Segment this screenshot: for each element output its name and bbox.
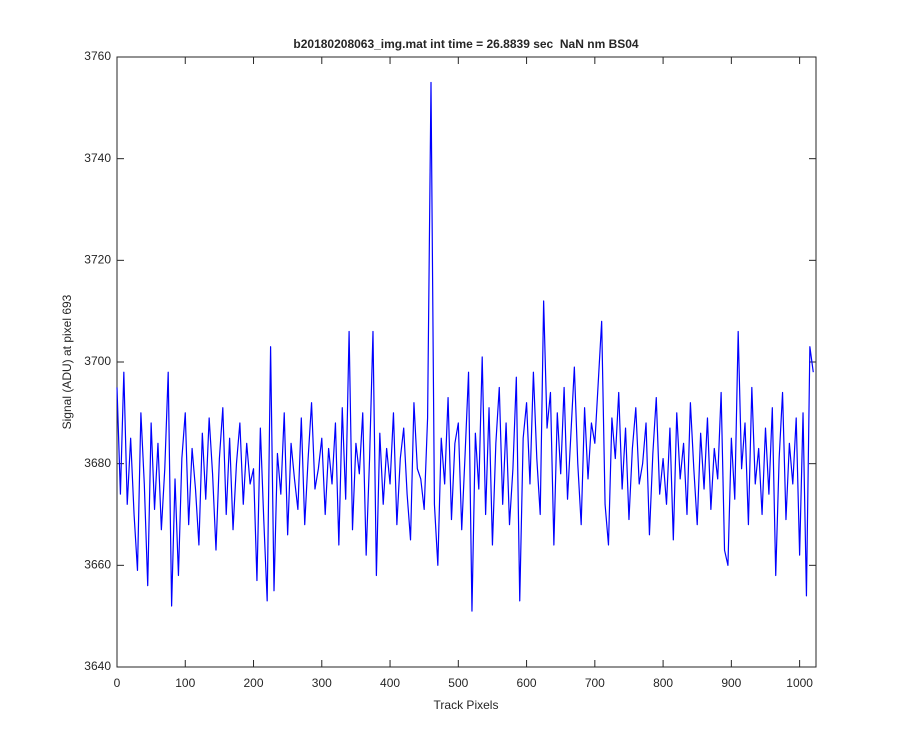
- y-tick-label: 3740: [84, 151, 111, 165]
- y-tick-label: 3720: [84, 253, 111, 267]
- y-tick-label: 3760: [84, 49, 111, 63]
- x-axis-label: Track Pixels: [434, 698, 499, 712]
- x-tick-label: 700: [585, 676, 605, 690]
- x-tick-label: 300: [312, 676, 332, 690]
- x-tick-label: 200: [244, 676, 264, 690]
- y-axis-label: Signal (ADU) at pixel 693: [60, 294, 74, 429]
- chart-title: b20180208063_img.mat int time = 26.8839 …: [293, 37, 639, 51]
- x-tick-label: 500: [448, 676, 468, 690]
- x-tick-label: 600: [517, 676, 537, 690]
- x-tick-label: 0: [114, 676, 121, 690]
- x-tick-label: 900: [721, 676, 741, 690]
- x-tick-label: 800: [653, 676, 673, 690]
- x-tick-label: 400: [380, 676, 400, 690]
- y-tick-label: 3660: [84, 558, 111, 572]
- y-tick-label: 3700: [84, 354, 111, 368]
- data-line: [116, 81, 814, 612]
- y-tick-label: 3680: [84, 456, 111, 470]
- x-tick-label: 1000: [786, 676, 813, 690]
- x-tick-label: 100: [175, 676, 195, 690]
- y-tick-label: 3640: [84, 659, 111, 673]
